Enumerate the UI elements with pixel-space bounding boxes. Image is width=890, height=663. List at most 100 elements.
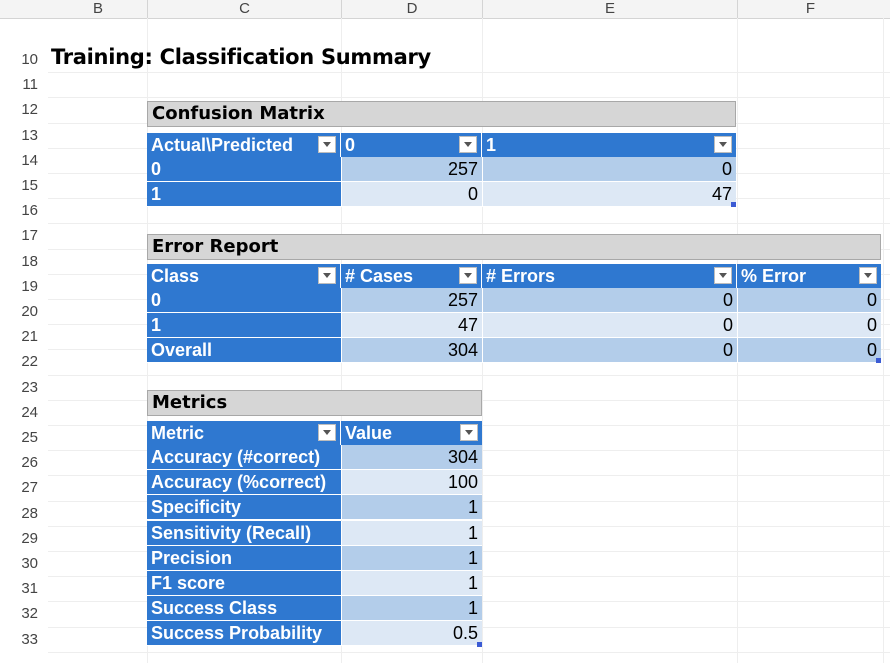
filter-dropdown-icon[interactable] — [859, 267, 877, 284]
metric-value[interactable]: 1 — [341, 521, 482, 546]
row-number[interactable]: 13 — [21, 126, 38, 144]
metrics-title[interactable]: Metrics — [147, 390, 482, 416]
error-report-title[interactable]: Error Report — [147, 234, 881, 260]
error-cell[interactable]: 304 — [341, 338, 482, 363]
metric-label[interactable]: Specificity — [147, 495, 341, 520]
metric-label[interactable]: Sensitivity (Recall) — [147, 521, 341, 546]
row-number[interactable]: 23 — [21, 378, 38, 396]
metric-value[interactable]: 1 — [341, 546, 482, 571]
column-header-f[interactable]: F — [805, 0, 816, 17]
error-row-label[interactable]: 0 — [147, 288, 341, 313]
metric-value[interactable]: 1 — [341, 495, 482, 520]
metric-value[interactable]: 304 — [341, 445, 482, 470]
filter-dropdown-icon[interactable] — [460, 424, 478, 441]
header-label: Class — [151, 266, 200, 286]
row-number[interactable]: 10 — [21, 51, 38, 68]
confusion-matrix-title[interactable]: Confusion Matrix — [147, 101, 736, 127]
row-number[interactable]: 33 — [21, 630, 38, 648]
row-number[interactable]: 20 — [21, 303, 38, 320]
error-cell[interactable]: 0 — [737, 338, 881, 363]
metric-value[interactable]: 0.5 — [341, 621, 482, 646]
error-cell[interactable]: 0 — [482, 288, 737, 313]
confusion-row-label[interactable]: 0 — [147, 157, 341, 182]
error-cell[interactable]: 0 — [482, 338, 737, 363]
grid-line — [48, 652, 890, 653]
metric-label[interactable]: Success Class — [147, 596, 341, 621]
confusion-cell[interactable]: 257 — [341, 157, 482, 182]
metric-label[interactable]: Accuracy (#correct) — [147, 445, 341, 470]
metric-value[interactable]: 1 — [341, 596, 482, 621]
row-number[interactable]: 21 — [21, 328, 38, 346]
header-label: % Error — [741, 266, 807, 286]
row-number[interactable]: 16 — [21, 202, 38, 220]
confusion-row-label[interactable]: 1 — [147, 182, 341, 207]
grid-line — [48, 375, 890, 376]
filter-dropdown-icon[interactable] — [318, 267, 336, 284]
column-header-c[interactable]: C — [239, 0, 250, 17]
metric-label[interactable]: Precision — [147, 546, 341, 571]
metric-value[interactable]: 1 — [341, 571, 482, 596]
row-number[interactable]: 15 — [21, 177, 38, 194]
header-label: Metric — [151, 423, 205, 443]
row-number[interactable]: 14 — [21, 151, 38, 169]
error-cell[interactable]: 0 — [737, 288, 881, 313]
metric-label[interactable]: Accuracy (%correct) — [147, 470, 341, 495]
confusion-cell[interactable]: 0 — [482, 157, 736, 182]
filter-dropdown-icon[interactable] — [459, 267, 477, 284]
filter-dropdown-icon[interactable] — [459, 136, 477, 153]
error-cell[interactable]: 0 — [482, 313, 737, 338]
header-label: # Errors — [486, 266, 556, 286]
error-row-label[interactable]: Overall — [147, 338, 341, 363]
row-number[interactable]: 29 — [21, 529, 38, 547]
column-header-e[interactable]: E — [604, 0, 615, 17]
error-cell[interactable]: 257 — [341, 288, 482, 313]
error-header-cases[interactable]: # Cases — [341, 264, 482, 288]
row-number[interactable]: 32 — [21, 605, 38, 623]
filter-dropdown-icon[interactable] — [714, 267, 732, 284]
sheet-title[interactable]: Training: Classification Summary — [51, 45, 431, 69]
table-resize-handle[interactable] — [477, 642, 482, 647]
table-resize-handle[interactable] — [731, 202, 736, 207]
metric-label[interactable]: Success Probability — [147, 621, 341, 646]
row-number[interactable]: 30 — [21, 555, 38, 572]
row-number[interactable]: 28 — [21, 504, 38, 522]
row-number[interactable]: 26 — [21, 454, 38, 472]
metric-value[interactable]: 100 — [341, 470, 482, 495]
row-number[interactable]: 27 — [21, 479, 38, 497]
confusion-cell[interactable]: 47 — [482, 182, 736, 207]
header-label: Value — [345, 423, 393, 443]
table-resize-handle[interactable] — [876, 358, 881, 363]
error-header-pct[interactable]: % Error — [737, 264, 881, 288]
filter-dropdown-icon[interactable] — [714, 136, 732, 153]
column-header-bar: B C D E F — [0, 0, 890, 19]
error-cell[interactable]: 0 — [737, 313, 881, 338]
confusion-header-1[interactable]: 1 — [482, 133, 736, 157]
confusion-header-actual[interactable]: Actual\Predicted — [147, 133, 341, 157]
metric-label[interactable]: F1 score — [147, 571, 341, 596]
header-label: 1 — [486, 135, 497, 155]
row-number[interactable]: 31 — [21, 580, 38, 598]
filter-dropdown-icon[interactable] — [318, 136, 336, 153]
confusion-header-0[interactable]: 0 — [341, 133, 482, 157]
column-header-b[interactable]: B — [92, 0, 103, 17]
row-number[interactable]: 19 — [21, 277, 38, 295]
header-label: 0 — [345, 135, 356, 155]
row-number[interactable]: 11 — [22, 76, 38, 94]
row-number[interactable]: 22 — [21, 353, 38, 371]
row-number[interactable]: 24 — [21, 403, 38, 421]
column-header-d[interactable]: D — [406, 0, 418, 17]
error-row-label[interactable]: 1 — [147, 313, 341, 338]
metrics-header-metric[interactable]: Metric — [147, 421, 341, 445]
metrics-header-value[interactable]: Value — [341, 421, 482, 445]
error-header-class[interactable]: Class — [147, 264, 341, 288]
error-cell[interactable]: 47 — [341, 313, 482, 338]
filter-dropdown-icon[interactable] — [318, 424, 336, 441]
grid-line — [48, 72, 890, 73]
row-number[interactable]: 18 — [21, 252, 38, 270]
confusion-cell[interactable]: 0 — [341, 182, 482, 207]
error-header-errors[interactable]: # Errors — [482, 264, 737, 288]
row-number[interactable]: 12 — [21, 101, 38, 119]
row-number[interactable]: 25 — [21, 429, 38, 446]
header-label: Actual\Predicted — [151, 135, 294, 155]
row-number[interactable]: 17 — [21, 227, 38, 245]
